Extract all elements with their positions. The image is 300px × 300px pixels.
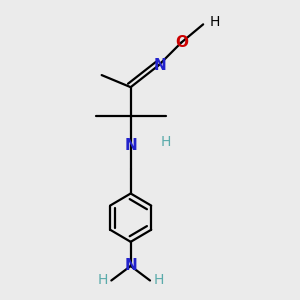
Text: H: H (154, 274, 164, 287)
Text: N: N (124, 259, 137, 274)
Text: O: O (175, 35, 188, 50)
Text: N: N (153, 58, 166, 73)
Text: N: N (124, 138, 137, 153)
Text: H: H (97, 274, 108, 287)
Text: H: H (161, 134, 171, 148)
Text: H: H (209, 15, 220, 29)
